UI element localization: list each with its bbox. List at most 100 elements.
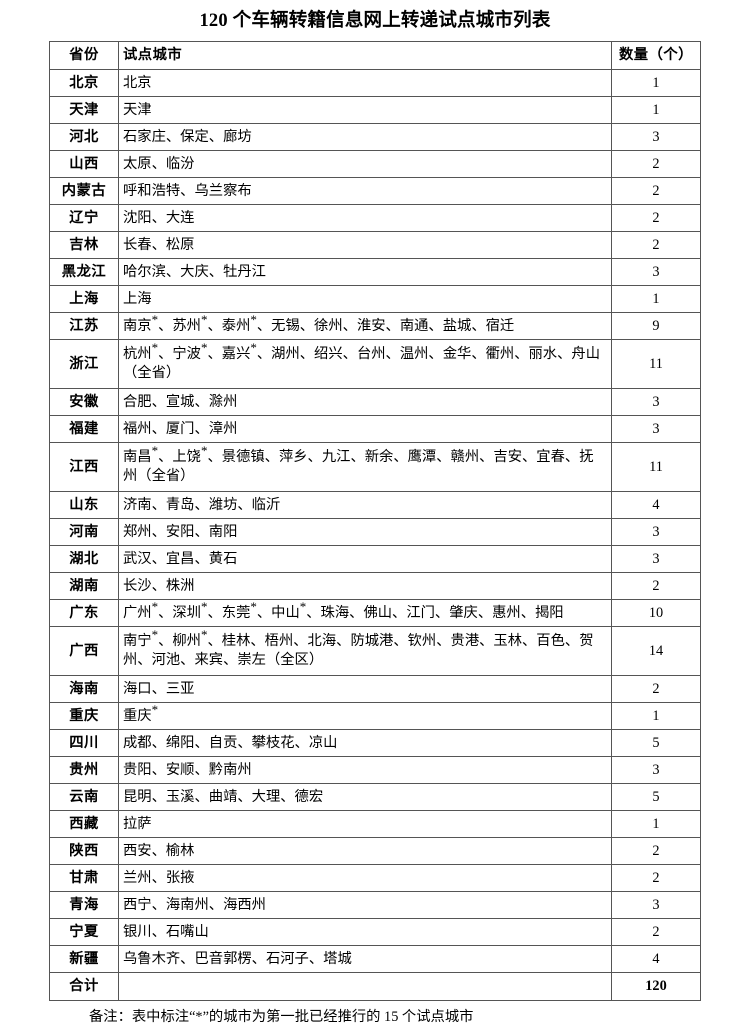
- cell-cities: 长春、松原: [118, 231, 612, 260]
- cell-province: 辽宁: [49, 204, 119, 233]
- cell-province: 云南: [49, 783, 119, 812]
- cell-count: 2: [611, 675, 701, 704]
- cell-count: 1: [611, 69, 701, 98]
- cell-count: 3: [611, 388, 701, 417]
- column-header-province: 省份: [49, 41, 119, 71]
- cell-cities: 济南、青岛、潍坊、临沂: [118, 491, 612, 520]
- cell-count: 2: [611, 864, 701, 893]
- cell-cities: 合肥、宣城、滁州: [118, 388, 612, 417]
- cell-province: 青海: [49, 891, 119, 920]
- cell-total-count: 120: [611, 972, 701, 1002]
- cell-cities: 兰州、张掖: [118, 864, 612, 893]
- cell-count: 11: [611, 442, 701, 493]
- cell-province: 重庆: [49, 702, 119, 731]
- first-batch-marker-icon: *: [151, 701, 159, 717]
- cell-count: 2: [611, 150, 701, 179]
- pilot-city-table: 省份 试点城市 数量（个） 北京 北京 1 天津 天津 1 河北 石家庄、保定、廊坊 3 山西 太原…: [49, 41, 701, 1002]
- cell-count: 2: [611, 204, 701, 233]
- table-row: 辽宁 沈阳、大连 2: [49, 204, 701, 233]
- table-row: 山西 太原、临汾 2: [49, 150, 701, 179]
- table-row: 甘肃 兰州、张掖 2: [49, 864, 701, 893]
- cell-cities: 贵阳、安顺、黔南州: [118, 756, 612, 785]
- table-header: 省份 试点城市 数量（个）: [49, 41, 701, 71]
- cell-count: 5: [611, 783, 701, 812]
- table-row: 安徽 合肥、宣城、滁州 3: [49, 388, 701, 417]
- cell-province: 新疆: [49, 945, 119, 974]
- cell-province: 河北: [49, 123, 119, 152]
- table-row: 江西 南昌*、上饶*、景德镇、萍乡、九江、新余、鹰潭、赣州、吉安、宜春、抚州（全省…: [49, 442, 701, 493]
- table-row: 河南 郑州、安阳、南阳 3: [49, 518, 701, 547]
- cell-province: 宁夏: [49, 918, 119, 947]
- cell-province: 江西: [49, 442, 119, 493]
- cell-cities: 重庆*: [118, 701, 612, 731]
- cell-count: 3: [611, 415, 701, 444]
- cell-cities: 福州、厦门、漳州: [118, 415, 612, 444]
- cell-count: 11: [611, 339, 701, 390]
- table-row: 广东 广州*、深圳*、东莞*、中山*、珠海、佛山、江门、肇庆、惠州、揭阳 10: [49, 598, 701, 628]
- table-row: 天津 天津 1: [49, 96, 701, 125]
- cell-province: 福建: [49, 415, 119, 444]
- cell-province: 湖南: [49, 572, 119, 601]
- cell-count: 14: [611, 626, 701, 677]
- first-batch-marker-icon: *: [250, 340, 257, 356]
- first-batch-marker-icon: *: [200, 443, 208, 459]
- cell-province: 四川: [49, 729, 119, 758]
- cell-province: 江苏: [49, 312, 119, 341]
- cell-province: 山西: [49, 150, 119, 179]
- table-row: 青海 西宁、海南州、海西州 3: [49, 891, 701, 920]
- column-header-cities: 试点城市: [118, 41, 612, 71]
- cell-cities: 哈尔滨、大庆、牡丹江: [118, 258, 612, 287]
- cell-cities: 天津: [118, 96, 612, 125]
- first-batch-marker-icon: *: [200, 340, 208, 356]
- table-row: 福建 福州、厦门、漳州 3: [49, 415, 701, 444]
- cell-cities: 昆明、玉溪、曲靖、大理、德宏: [118, 783, 612, 812]
- cell-province: 贵州: [49, 756, 119, 785]
- cell-cities: 沈阳、大连: [118, 204, 612, 233]
- cell-count: 1: [611, 702, 701, 731]
- cell-count: 3: [611, 756, 701, 785]
- cell-cities: 银川、石嘴山: [118, 918, 612, 947]
- cell-province: 湖北: [49, 545, 119, 574]
- cell-cities: 南昌*、上饶*、景德镇、萍乡、九江、新余、鹰潭、赣州、吉安、宜春、抚州（全省）: [118, 442, 612, 493]
- cell-cities: 太原、临汾: [118, 150, 612, 179]
- cell-count: 2: [611, 918, 701, 947]
- first-batch-marker-icon: *: [299, 598, 307, 614]
- document-page: 120 个车辆转籍信息网上转递试点城市列表 省份 试点城市 数量（个） 北京 北京…: [49, 11, 701, 1025]
- cell-cities: 长沙、株洲: [118, 572, 612, 601]
- cell-province: 陕西: [49, 837, 119, 866]
- first-batch-marker-icon: *: [250, 598, 257, 614]
- cell-cities: 北京: [118, 69, 612, 98]
- table-row: 陕西 西安、榆林 2: [49, 837, 701, 866]
- cell-province: 吉林: [49, 231, 119, 260]
- cell-province: 内蒙古: [49, 177, 119, 206]
- first-batch-marker-icon: *: [151, 443, 159, 459]
- cell-count: 5: [611, 729, 701, 758]
- cell-province: 上海: [49, 285, 119, 314]
- cell-cities: 郑州、安阳、南阳: [118, 518, 612, 547]
- table-row: 云南 昆明、玉溪、曲靖、大理、德宏 5: [49, 783, 701, 812]
- cell-cities: 西宁、海南州、海西州: [118, 891, 612, 920]
- table-row: 新疆 乌鲁木齐、巴音郭楞、石河子、塔城 4: [49, 945, 701, 974]
- cell-cities: 海口、三亚: [118, 675, 612, 704]
- table-row: 内蒙古 呼和浩特、乌兰察布 2: [49, 177, 701, 206]
- table-row: 河北 石家庄、保定、廊坊 3: [49, 123, 701, 152]
- cell-count: 2: [611, 231, 701, 260]
- cell-province: 安徽: [49, 388, 119, 417]
- cell-province: 河南: [49, 518, 119, 547]
- cell-cities: 成都、绵阳、自贡、攀枝花、凉山: [118, 729, 612, 758]
- cell-cities: 石家庄、保定、廊坊: [118, 123, 612, 152]
- table-row: 江苏 南京*、苏州*、泰州*、无锡、徐州、淮安、南通、盐城、宿迁 9: [49, 312, 701, 341]
- table-row: 黑龙江 哈尔滨、大庆、牡丹江 3: [49, 258, 701, 287]
- cell-cities: 武汉、宜昌、黄石: [118, 545, 612, 574]
- cell-cities: 广州*、深圳*、东莞*、中山*、珠海、佛山、江门、肇庆、惠州、揭阳: [118, 598, 612, 628]
- cell-count: 3: [611, 518, 701, 547]
- first-batch-marker-icon: *: [151, 627, 159, 643]
- table-row: 湖南 长沙、株洲 2: [49, 572, 701, 601]
- cell-province: 甘肃: [49, 864, 119, 893]
- table-row: 上海 上海 1: [49, 285, 701, 314]
- cell-cities: 西安、榆林: [118, 837, 612, 866]
- cell-province: 北京: [49, 69, 119, 98]
- table-row: 山东 济南、青岛、潍坊、临沂 4: [49, 491, 701, 520]
- table-footnote: 备注：表中标注“*”的城市为第一批已经推行的 15 个试点城市: [89, 1009, 474, 1026]
- cell-count: 1: [611, 285, 701, 314]
